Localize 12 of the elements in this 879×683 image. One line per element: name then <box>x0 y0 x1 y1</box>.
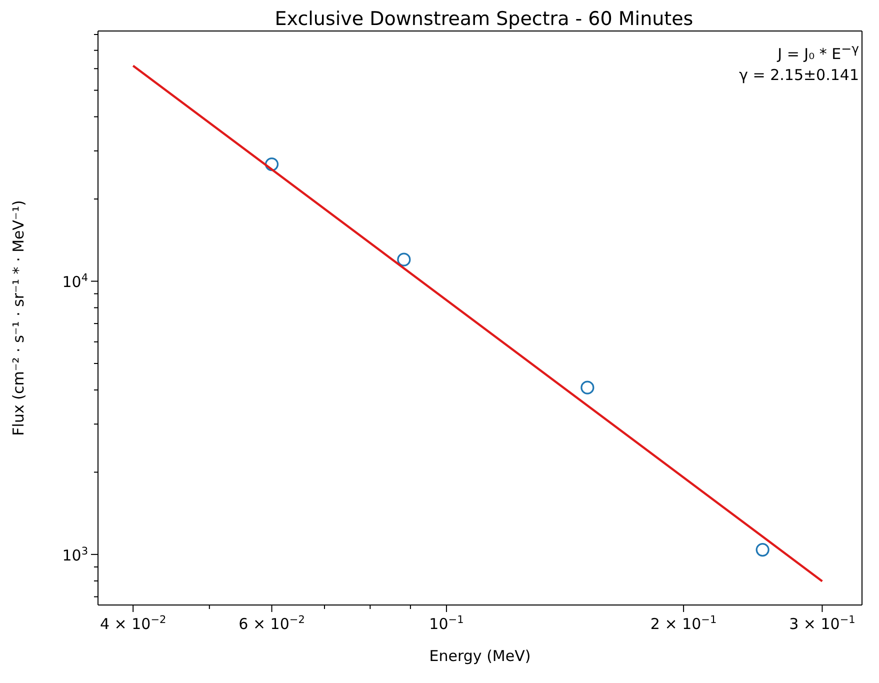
y-tick-label: 10$^{4}$ <box>62 272 88 292</box>
annotation: γ = 2.15±0.141 <box>739 65 859 86</box>
x-tick-label: 3 × 10$^{−1}$ <box>789 614 856 633</box>
x-tick-label: 6 × 10$^{−2}$ <box>238 614 305 633</box>
x-axis-title: Energy (MeV) <box>429 647 531 665</box>
x-tick-label: 2 × 10$^{−1}$ <box>650 614 717 633</box>
annotation: J = J₀ * E$^{−γ}$ <box>776 40 859 65</box>
x-tick-label: 10$^{−1}$ <box>429 614 464 633</box>
y-axis-title: Flux (cm⁻² · s⁻¹ · sr⁻¹ * · MeV⁻¹) <box>9 200 28 436</box>
y-tick-label: 10$^{3}$ <box>62 545 88 564</box>
x-tick-label: 4 × 10$^{−2}$ <box>100 614 166 633</box>
chart-title: Exclusive Downstream Spectra - 60 Minutes <box>274 8 694 30</box>
